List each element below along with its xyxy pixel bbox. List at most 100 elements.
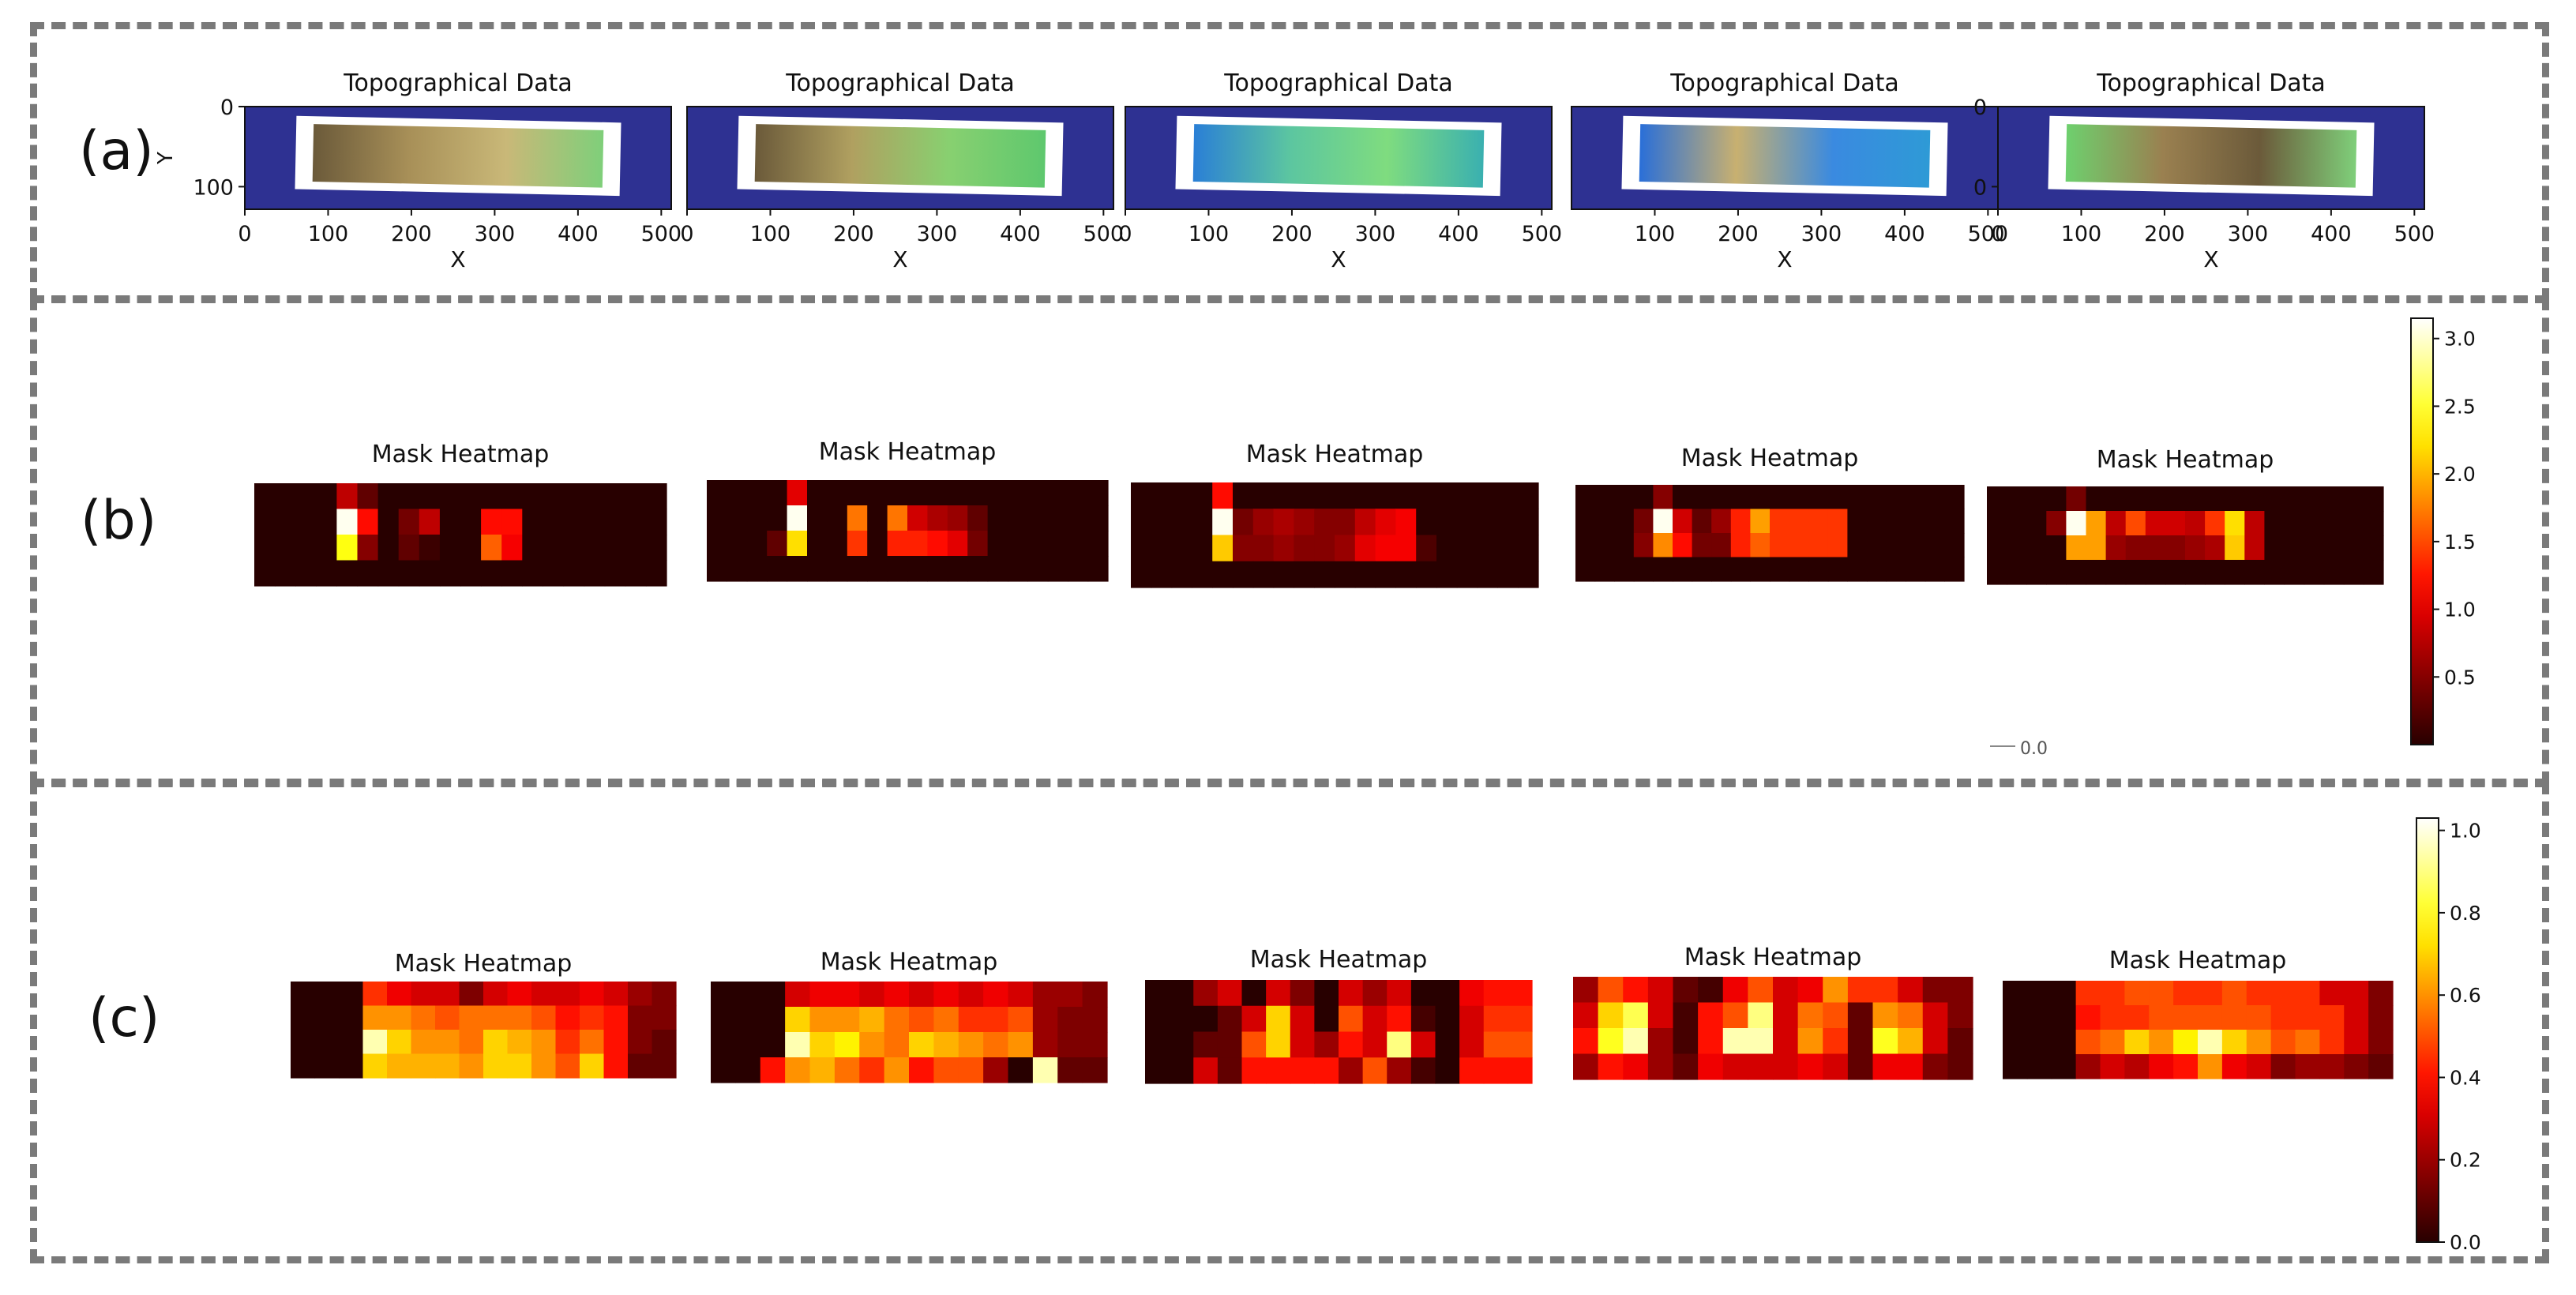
- heatmap-cell: [1233, 509, 1254, 536]
- heatmap-cell: [2100, 981, 2125, 1006]
- heatmap-cell: [2343, 535, 2364, 561]
- heatmap-cell: [1212, 561, 1234, 588]
- heatmap-cell: [1886, 533, 1906, 558]
- heatmap-cell: [787, 556, 808, 582]
- mask-heatmap-c-1: Mask Heatmap: [291, 950, 677, 1079]
- heatmap-cell: [362, 1030, 388, 1055]
- heatmap-cell: [767, 505, 788, 531]
- heatmap-cell: [2344, 1005, 2369, 1030]
- heatmap-cell: [1633, 557, 1654, 582]
- heatmap-cell: [1241, 1031, 1267, 1058]
- heatmap-cell: [628, 1030, 653, 1055]
- heatmap-cell: [1827, 509, 1848, 534]
- heatmap-cell: [1924, 557, 1945, 582]
- heatmap-cell: [2124, 981, 2150, 1006]
- heatmap-cell: [625, 560, 647, 587]
- heatmap-cell: [834, 1057, 860, 1083]
- topo-strip-surface: [312, 124, 604, 188]
- heatmap-cell: [834, 982, 860, 1008]
- heatmap-cell: [1008, 982, 1034, 1008]
- heatmap-cell: [1987, 486, 2007, 512]
- heatmap-cell: [1314, 561, 1335, 588]
- heatmap-cell: [1145, 1057, 1170, 1084]
- heatmap-cell: [1944, 509, 1965, 534]
- heatmap-cell: [1508, 980, 1533, 1007]
- heatmap-cell: [1192, 535, 1213, 562]
- heatmap-cell: [1375, 509, 1396, 536]
- heatmap-cell: [1614, 509, 1635, 534]
- heatmap-cell: [531, 1030, 557, 1055]
- heatmap-cell: [1008, 480, 1028, 506]
- heatmap-cell: [767, 556, 788, 582]
- heatmap-cell: [746, 505, 768, 531]
- heatmap-cell: [1354, 482, 1376, 509]
- heatmap-cell: [1169, 1031, 1194, 1058]
- topo-x-tick-label: 200: [833, 222, 874, 246]
- heatmap-cell: [295, 535, 317, 561]
- heatmap-cell: [1217, 1057, 1243, 1084]
- heatmap-cell: [958, 982, 984, 1008]
- heatmap-cell: [1410, 1057, 1436, 1084]
- heatmap-cell: [807, 556, 828, 582]
- topo-x-label: X: [450, 246, 465, 272]
- heatmap-cell: [909, 1032, 934, 1058]
- heatmap-cell: [603, 1005, 629, 1030]
- topo-x-label: X: [2203, 246, 2218, 272]
- heatmap-cell: [1722, 977, 1748, 1004]
- heatmap-cell: [927, 480, 948, 506]
- heatmap-cell: [1497, 561, 1519, 588]
- heatmap-cell: [1456, 482, 1478, 509]
- heatmap-cell: [522, 535, 543, 561]
- heatmap-cell: [1068, 480, 1089, 506]
- heatmap-cell: [1518, 561, 1539, 588]
- heatmap-cell: [1797, 1002, 1823, 1029]
- heatmap-cell: [2066, 560, 2087, 585]
- heatmap-cell: [711, 1032, 736, 1058]
- heatmap-cell: [1594, 485, 1615, 510]
- heatmap-cell: [1808, 533, 1829, 558]
- heatmap-cell: [439, 483, 461, 510]
- heatmap-cell: [2304, 560, 2325, 585]
- heatmap-cell: [827, 480, 848, 506]
- heatmap-cell: [555, 982, 580, 1007]
- heatmap-cell: [909, 982, 934, 1008]
- heatmap-cell: [419, 560, 441, 587]
- heatmap-cell: [339, 1030, 364, 1055]
- heatmap-cell: [727, 480, 748, 506]
- topo-x-tick-label: 500: [641, 222, 682, 246]
- heatmap-cell: [295, 509, 317, 535]
- heatmap-cell: [859, 1007, 885, 1033]
- heatmap-cell: [1698, 1028, 1724, 1055]
- heatmap-cell: [316, 560, 337, 587]
- heatmap-cell: [909, 1057, 934, 1083]
- heatmap-cell: [727, 505, 748, 531]
- heatmap-cell: [2086, 511, 2107, 536]
- heatmap-cell: [2086, 535, 2107, 561]
- heatmap-cell: [336, 509, 359, 535]
- heatmap-cell: [809, 1032, 836, 1058]
- heatmap-cell: [1212, 482, 1234, 509]
- heatmap-cell: [2264, 486, 2285, 512]
- heatmap-cell: [1169, 1057, 1194, 1084]
- heatmap-cell: [1773, 1053, 1799, 1080]
- topo-plot-2: Topographical Data 0 100 200 300 400 500 X: [680, 69, 1124, 272]
- heatmap-cell: [947, 556, 968, 582]
- heatmap-cell: [1808, 509, 1829, 534]
- heatmap-cell: [1266, 1031, 1291, 1058]
- heatmap-cell: [1047, 531, 1068, 557]
- heatmap-cell: [652, 1053, 677, 1079]
- heatmap-cell: [2075, 981, 2101, 1006]
- topo-x-tick-label: 400: [558, 222, 599, 246]
- heatmap-cell: [2046, 511, 2067, 536]
- heatmap-cell: [884, 1057, 910, 1083]
- heatmap-cell: [1673, 1053, 1699, 1080]
- heatmap-cell: [927, 505, 948, 531]
- heatmap-cell: [2124, 1005, 2150, 1030]
- heatmap-cell: [1290, 1057, 1315, 1084]
- heatmap-cell: [1339, 1005, 1364, 1033]
- topo-strip-surface: [2065, 124, 2357, 188]
- heatmap-cell: [625, 535, 647, 561]
- heatmap-cell: [2145, 535, 2166, 561]
- heatmap-cell: [1483, 1005, 1508, 1033]
- heatmap-cell: [2363, 511, 2384, 536]
